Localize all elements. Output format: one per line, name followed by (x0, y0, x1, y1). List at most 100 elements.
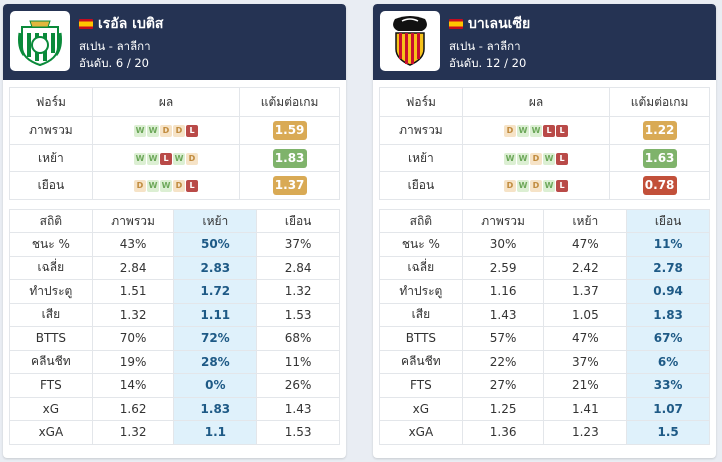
form-header: ฟอร์ม (379, 87, 463, 117)
stat-label: BTTS (9, 326, 93, 351)
team-name[interactable]: เรอัล เบติส (98, 16, 164, 32)
result-badge[interactable]: D (160, 124, 172, 137)
stat-label: ทำประตู (9, 279, 93, 304)
stat-value: 1.43 (461, 302, 545, 327)
result-badge[interactable]: L (556, 124, 568, 137)
stat-label: FTS (9, 373, 93, 398)
stat-label: เฉลี่ย (379, 255, 463, 280)
result-badge[interactable]: L (186, 124, 198, 137)
stat-value: 70% (91, 326, 175, 351)
result-badge[interactable]: W (160, 180, 172, 193)
result-badge[interactable]: D (530, 152, 542, 165)
stat-label: เฉลี่ย (9, 255, 93, 280)
form-row-label: เยือน (379, 171, 463, 201)
stat-value: 1.25 (461, 396, 545, 421)
result-badge[interactable]: W (173, 152, 185, 165)
ppg-badge: 0.78 (642, 176, 677, 196)
stat-value: 2.42 (543, 255, 628, 280)
team-header: เรอัล เบติส สเปน - ลาลีกา อันดับ. 6 / 20 (3, 4, 346, 80)
away-header: เยือน (626, 209, 710, 233)
stats-row: เฉลี่ย 2.59 2.42 2.78 (379, 255, 710, 280)
team-logo[interactable] (10, 11, 70, 71)
stats-row: xG 1.25 1.41 1.07 (379, 396, 710, 421)
result-badge[interactable]: W (147, 124, 159, 137)
result-badge[interactable]: W (543, 152, 555, 165)
team-card-away: บาเลนเซีย สเปน - ลาลีกา อันดับ. 12 / 20 … (373, 4, 716, 458)
stats-header: สถิติ (9, 209, 93, 233)
result-badge[interactable]: L (543, 124, 555, 137)
ppg-cell: 1.37 (239, 171, 340, 201)
ppg-cell: 1.59 (239, 116, 340, 145)
stat-label: คลีนชีท (9, 349, 93, 374)
result-badge[interactable]: W (147, 180, 159, 193)
ppg-header: แต้มต่อเกม (239, 87, 340, 117)
stats-row: FTS 14% 0% 26% (9, 373, 340, 398)
stat-value: 37% (256, 232, 340, 257)
stat-value: 1.36 (461, 420, 545, 445)
result-badge[interactable]: W (134, 152, 146, 165)
stat-value: 28% (173, 349, 258, 374)
result-badge[interactable]: W (543, 180, 555, 193)
result-badge[interactable]: W (530, 124, 542, 137)
stat-value: 1.53 (256, 420, 340, 445)
result-badge[interactable]: L (556, 152, 568, 165)
stats-header: สถิติ (379, 209, 463, 233)
stats-row: เสีย 1.32 1.11 1.53 (9, 302, 340, 327)
stat-value: 6% (626, 349, 710, 374)
stat-label: xGA (379, 420, 463, 445)
team-logo[interactable] (380, 11, 440, 71)
result-badge[interactable]: D (173, 124, 185, 137)
stat-value: 33% (626, 373, 710, 398)
form-row-label: ภาพรวม (9, 116, 93, 145)
stat-value: 1.43 (256, 396, 340, 421)
result-badge[interactable]: W (517, 124, 529, 137)
result-badge[interactable]: L (160, 152, 172, 165)
result-badge[interactable]: D (504, 124, 516, 137)
result-badge[interactable]: W (517, 152, 529, 165)
result-badge[interactable]: D (134, 180, 146, 193)
result-badge[interactable]: W (147, 152, 159, 165)
stats-row: เฉลี่ย 2.84 2.83 2.84 (9, 255, 340, 280)
stat-value: 68% (256, 326, 340, 351)
result-badge[interactable]: W (134, 124, 146, 137)
stat-label: เสีย (9, 302, 93, 327)
stat-value: 1.16 (461, 279, 545, 304)
stat-value: 43% (91, 232, 175, 257)
result-badge[interactable]: W (504, 152, 516, 165)
stats-row: ชนะ % 30% 47% 11% (379, 232, 710, 257)
stat-value: 1.83 (626, 302, 710, 327)
stats-row: คลีนชีท 19% 28% 11% (9, 349, 340, 374)
real-betis-crest-icon (18, 20, 62, 67)
stats-row: เสีย 1.43 1.05 1.83 (379, 302, 710, 327)
stat-value: 50% (173, 232, 258, 257)
stats-row: ทำประตู 1.16 1.37 0.94 (379, 279, 710, 304)
home-header: เหย้า (543, 209, 628, 233)
stat-label: ชนะ % (379, 232, 463, 257)
stats-table: สถิติ ภาพรวม เหย้า เยือน ชนะ % 30% 47% 11% เ… (379, 209, 710, 445)
stats-table: สถิติ ภาพรวม เหย้า เยือน ชนะ % 43% 50% 37% เ… (9, 209, 340, 445)
result-badge[interactable]: W (517, 180, 529, 193)
team-name[interactable]: บาเลนเซีย (468, 16, 531, 32)
result-badge[interactable]: L (186, 180, 198, 193)
stat-label: เสีย (379, 302, 463, 327)
stats-row: ชนะ % 43% 50% 37% (9, 232, 340, 257)
stat-value: 1.32 (256, 279, 340, 304)
result-badge[interactable]: D (173, 180, 185, 193)
team-card-home: เรอัล เบติส สเปน - ลาลีกา อันดับ. 6 / 20… (3, 4, 346, 458)
result-badge[interactable]: D (186, 152, 198, 165)
stat-value: 0.94 (626, 279, 710, 304)
form-row: เยือน D W W D L 1.37 (9, 171, 340, 201)
stat-value: 11% (626, 232, 710, 257)
stats-row: xGA 1.36 1.23 1.5 (379, 420, 710, 445)
stat-value: 1.53 (256, 302, 340, 327)
ppg-cell: 1.83 (239, 143, 340, 173)
stat-value: 2.83 (173, 255, 258, 280)
stat-value: 1.11 (173, 302, 258, 327)
result-badge[interactable]: D (530, 180, 542, 193)
form-table: ฟอร์ม ผล แต้มต่อเกม ภาพรวม W W D D L 1.59 เหย้า… (9, 87, 340, 201)
result-badge[interactable]: L (556, 180, 568, 193)
result-badge[interactable]: D (504, 180, 516, 193)
